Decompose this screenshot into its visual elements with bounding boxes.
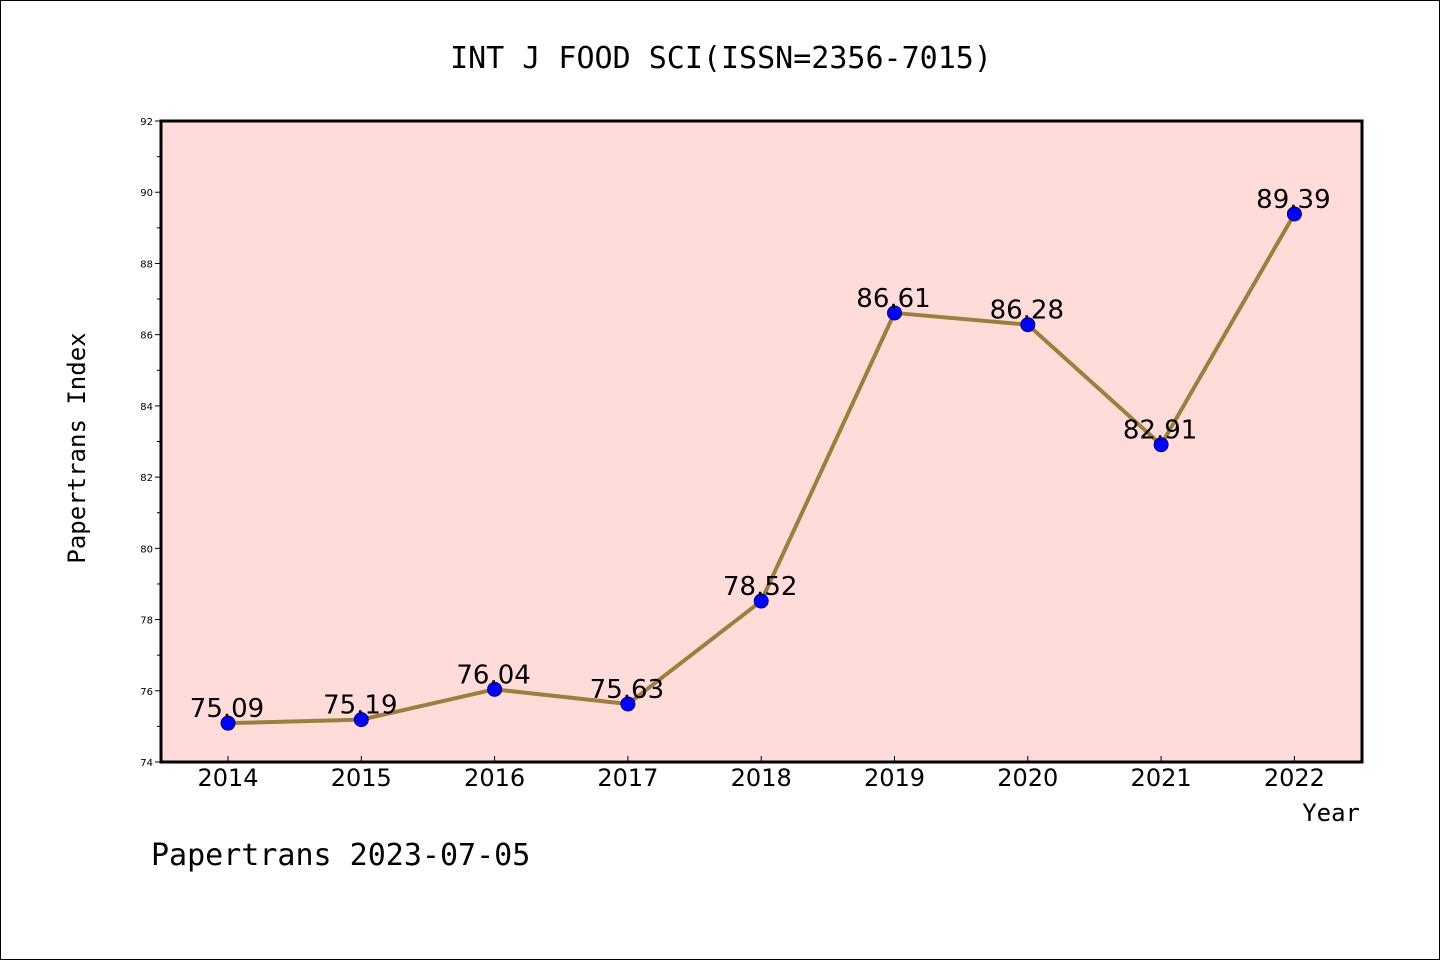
x-tick-label: 2015 <box>331 764 392 792</box>
data-point <box>353 712 369 728</box>
data-labels: 75.09 75.19 76.04 75.63 78.52 86.61 86.28 82.91… <box>190 185 1331 724</box>
y-tick-label: 86 <box>140 331 153 342</box>
data-point <box>1153 437 1169 453</box>
data-label: 89.39 <box>1256 185 1330 215</box>
data-label: 86.28 <box>990 296 1064 326</box>
y-tick-label: 76 <box>140 687 153 698</box>
y-tick-label: 82 <box>140 473 153 484</box>
data-label: 86.61 <box>856 284 930 314</box>
footer-credit: Papertrans 2023-07-05 <box>151 838 530 873</box>
y-tick-label: 84 <box>140 402 153 413</box>
data-point <box>220 715 236 731</box>
x-axis: 2014 2015 2016 2017 2018 2019 2020 2021 2022 <box>197 756 1325 792</box>
y-tick-label: 90 <box>140 188 153 199</box>
data-label: 82.91 <box>1123 416 1197 446</box>
x-tick-label: 2019 <box>864 764 925 792</box>
data-points <box>220 206 1302 731</box>
data-point <box>1286 206 1302 222</box>
y-axis: 74 76 78 80 82 84 86 88 90 92 <box>140 117 161 769</box>
x-tick-label: 2016 <box>464 764 525 792</box>
data-point <box>620 696 636 712</box>
data-point <box>1020 317 1036 333</box>
x-tick-label: 2018 <box>731 764 792 792</box>
data-point <box>487 681 503 697</box>
data-point <box>753 593 769 609</box>
data-label: 76.04 <box>456 660 530 690</box>
y-tick-label: 74 <box>140 758 153 769</box>
data-label: 78.52 <box>723 572 797 602</box>
y-tick-label: 80 <box>140 544 153 555</box>
y-tick-label: 78 <box>140 616 153 627</box>
y-tick-label: 92 <box>140 117 153 128</box>
y-axis-label: Papertrans Index <box>63 332 91 563</box>
x-tick-label: 2017 <box>597 764 658 792</box>
chart-title: INT J FOOD SCI(ISSN=2356-7015) <box>450 41 992 76</box>
x-tick-label: 2021 <box>1131 764 1192 792</box>
data-point <box>887 305 902 321</box>
x-tick-label: 2022 <box>1264 764 1325 792</box>
x-axis-label: Year <box>1302 799 1360 827</box>
data-label: 75.19 <box>323 691 397 721</box>
x-tick-label: 2014 <box>197 764 258 792</box>
x-tick-label: 2020 <box>997 764 1058 792</box>
data-label: 75.63 <box>590 675 664 705</box>
data-label: 75.09 <box>190 694 264 724</box>
y-tick-label: 88 <box>140 259 153 270</box>
